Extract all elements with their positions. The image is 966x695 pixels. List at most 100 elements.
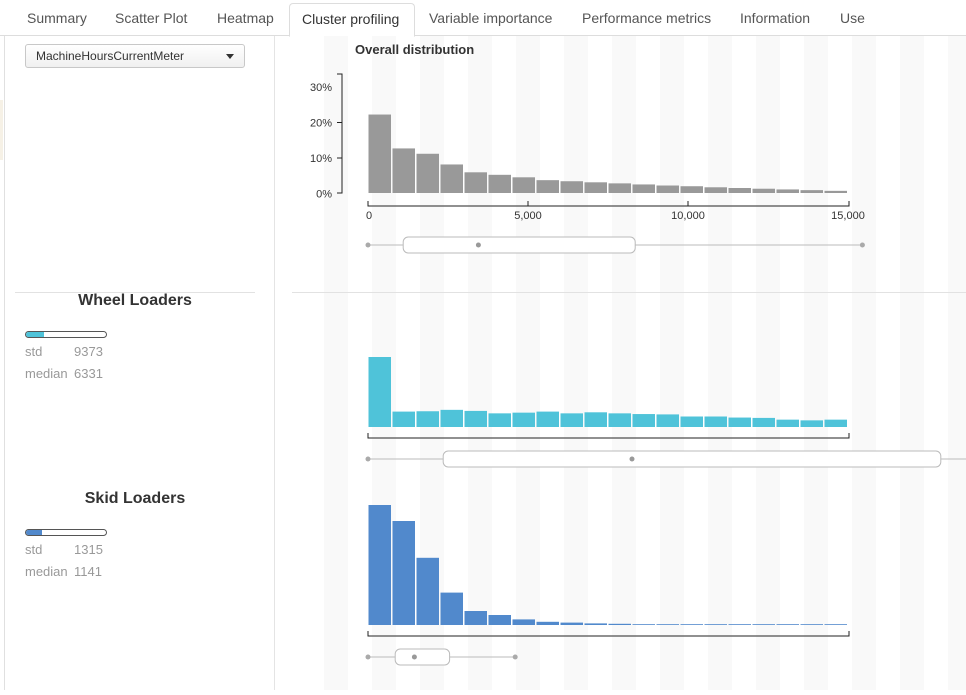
std-label: std — [25, 344, 43, 359]
std-label: std — [25, 542, 43, 557]
histogram-bar — [608, 413, 631, 427]
histogram-bar — [416, 411, 439, 427]
boxplot-box — [402, 236, 636, 254]
histogram-bar — [368, 357, 391, 427]
histogram-bar — [560, 622, 583, 625]
histogram-bar — [584, 412, 607, 427]
cluster-title-skid-loaders: Skid Loaders — [84, 490, 186, 507]
tab-information[interactable]: Information — [740, 10, 811, 26]
std-bar-fill — [26, 530, 42, 535]
histogram-bar — [536, 180, 559, 193]
chart-title: Overall distribution — [355, 42, 475, 57]
histogram-bar — [536, 411, 559, 427]
histogram-bar — [416, 153, 439, 193]
histogram-bar — [632, 414, 655, 427]
x-axis-line — [367, 433, 850, 439]
tab-summary[interactable]: Summary — [27, 10, 87, 26]
background-stripe — [468, 36, 492, 690]
y-tick-label: 10% — [310, 153, 332, 165]
histogram-bar — [824, 624, 847, 625]
background-stripe — [948, 36, 966, 690]
histogram-bar — [512, 412, 535, 427]
variable-select[interactable]: MachineHoursCurrentMeter — [25, 44, 245, 68]
cluster-profile-charts: 30% 20% 10% 0% 0 5,000 10,000 15,000 — [292, 36, 966, 690]
background-stripe — [612, 36, 636, 690]
tab-bar: Summary Scatter Plot Heatmap Cluster pro… — [0, 0, 966, 37]
histogram-bar — [656, 414, 679, 427]
histogram-bar — [536, 621, 559, 625]
background-stripe — [708, 36, 732, 690]
std-bar-fill — [26, 332, 44, 337]
histogram-bar — [728, 624, 751, 625]
histogram-bar — [608, 623, 631, 625]
histogram-bar — [680, 624, 703, 625]
boxplot-max-point — [859, 242, 865, 248]
histogram-bar — [608, 183, 631, 193]
histogram-bar — [800, 190, 823, 193]
histogram-bar — [392, 411, 415, 427]
y-tick-label: 30% — [310, 82, 332, 94]
histogram-bar — [560, 181, 583, 193]
histogram-bar — [680, 416, 703, 427]
histogram-bar — [368, 505, 391, 625]
tab-performance-metrics[interactable]: Performance metrics — [582, 10, 712, 26]
histogram-bar — [776, 624, 799, 625]
median-label: median — [25, 366, 68, 381]
histogram-bar — [704, 187, 727, 193]
variable-select-value: MachineHoursCurrentMeter — [36, 49, 185, 63]
histogram-bar — [368, 114, 391, 193]
left-edge-strip — [0, 36, 5, 690]
histogram-bar — [440, 592, 463, 625]
histogram-bar — [728, 188, 751, 193]
tab-heatmap[interactable]: Heatmap — [217, 10, 274, 26]
tab-cluster-profiling[interactable]: Cluster profiling — [289, 3, 415, 37]
histogram-bar — [560, 413, 583, 427]
histogram-bar — [656, 624, 679, 625]
y-tick-label: 20% — [310, 118, 332, 130]
std-value: 9373 — [74, 344, 103, 359]
x-tick-label: 10,000 — [671, 210, 705, 222]
histogram-bar — [656, 185, 679, 193]
histogram-bar — [704, 416, 727, 427]
sidebar-divider — [15, 292, 255, 293]
histogram-bar — [464, 172, 487, 193]
background-stripe — [564, 36, 588, 690]
histogram-bar — [680, 186, 703, 193]
histogram-bar — [440, 164, 463, 193]
histogram-bar — [488, 174, 511, 193]
background-stripe — [804, 36, 828, 690]
histogram-bar — [776, 189, 799, 193]
x-tick-label: 15,000 — [831, 210, 865, 222]
histogram-bar — [824, 190, 847, 193]
histogram-bar — [704, 624, 727, 625]
background-stripe — [852, 36, 876, 690]
median-value: 6331 — [74, 366, 103, 381]
boxplot-median-point — [475, 242, 481, 248]
tab-variable-importance[interactable]: Variable importance — [429, 10, 553, 26]
histogram-bar — [752, 624, 775, 625]
x-axis-line — [367, 201, 850, 207]
x-tick-label: 0 — [366, 210, 372, 222]
histogram-bar — [488, 413, 511, 427]
histogram-bar — [632, 624, 655, 625]
histogram-bar — [824, 419, 847, 427]
boxplot-median-point — [411, 654, 417, 660]
boxplot-min-point — [365, 654, 371, 660]
boxplot-box — [394, 648, 451, 666]
median-value: 1141 — [74, 564, 102, 579]
tab-scatter-plot[interactable]: Scatter Plot — [115, 10, 188, 26]
std-value: 1315 — [74, 542, 103, 557]
boxplot-box — [442, 450, 942, 468]
histogram-bar — [800, 420, 823, 427]
histogram-bar — [728, 417, 751, 427]
histogram-bar — [464, 410, 487, 427]
boxplot-max-point — [512, 654, 518, 660]
background-stripe — [516, 36, 540, 690]
y-axis-line — [337, 73, 343, 194]
x-tick-label: 5,000 — [514, 210, 542, 222]
std-bar-wheel-loaders — [25, 331, 107, 338]
histogram-bar — [392, 521, 415, 625]
histogram-bar — [800, 624, 823, 625]
histogram-bar — [512, 177, 535, 193]
tab-use[interactable]: Use — [840, 10, 865, 26]
